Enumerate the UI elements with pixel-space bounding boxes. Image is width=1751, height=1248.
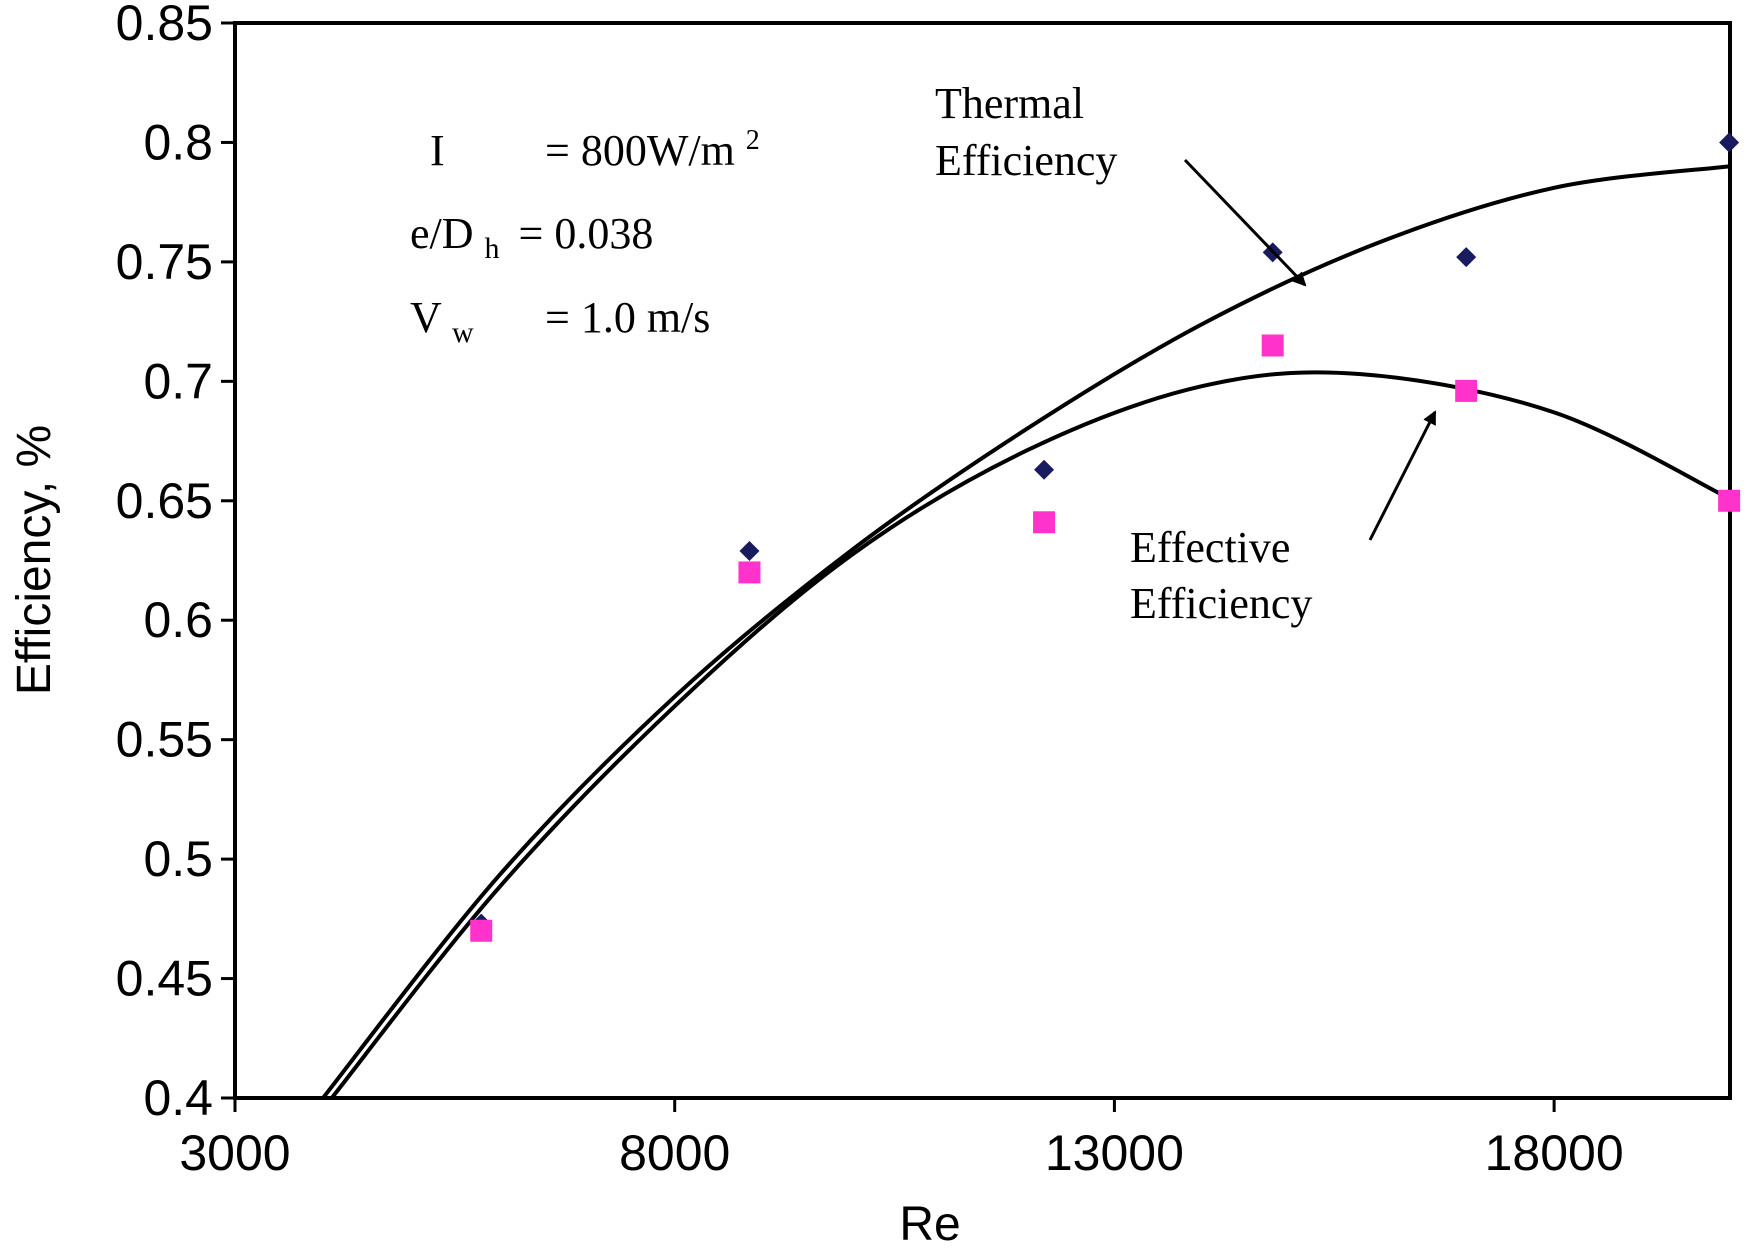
y-tick-label: 0.6 [143, 592, 213, 648]
thermal-efficiency-point [1034, 459, 1055, 480]
param-intensity: I = 800W/m 2 [430, 125, 760, 175]
y-tick-label: 0.5 [143, 831, 213, 887]
data-points [470, 132, 1741, 942]
plot-frame [233, 21, 1732, 1100]
y-tick-label: 0.4 [143, 1070, 213, 1126]
thermal-label-line1: Thermal [935, 79, 1084, 128]
thermal-efficiency-fit-curve [321, 164, 1730, 1100]
x-tick-label: 8000 [619, 1125, 730, 1181]
y-tick-label: 0.85 [116, 0, 213, 51]
y-tick-label: 0.45 [116, 951, 213, 1007]
y-tick-label: 0.7 [143, 353, 213, 409]
x-axis-ticks: 3000 8000 13000 18000 [179, 1098, 1624, 1181]
effective-efficiency-point [470, 919, 493, 942]
thermal-efficiency-point [1719, 132, 1740, 153]
x-tick-label: 3000 [179, 1125, 290, 1181]
effective-label-line1: Effective [1130, 523, 1290, 572]
effective-efficiency-point [1718, 489, 1741, 512]
x-axis-label: Re [899, 1198, 960, 1248]
thermal-label-line2: Efficiency [935, 136, 1117, 185]
y-axis-label: Efficiency, % [8, 425, 61, 695]
effective-efficiency-point [1033, 511, 1056, 534]
effective-efficiency-point [738, 561, 761, 584]
effective-efficiency-point [1455, 379, 1478, 402]
param-roughness: e/D h = 0.038 [410, 209, 653, 268]
effective-arrow [1368, 410, 1437, 541]
x-tick-label: 18000 [1485, 1125, 1624, 1181]
y-axis-ticks: 0.4 0.45 0.5 0.55 0.6 0.65 0.7 0.75 0.8 0.85 [116, 0, 235, 1126]
fit-curves [321, 164, 1731, 1100]
effective-label-line2: Efficiency [1130, 579, 1312, 628]
x-tick-label: 13000 [1045, 1125, 1184, 1181]
y-tick-label: 0.8 [143, 114, 213, 170]
thermal-arrow [1183, 158, 1307, 287]
y-tick-label: 0.65 [116, 473, 213, 529]
effective-efficiency-fit-curve [330, 370, 1731, 1100]
y-tick-label: 0.75 [116, 234, 213, 290]
param-wind-velocity: V w = 1.0 m/s [410, 293, 710, 352]
effective-efficiency-point [1261, 334, 1284, 357]
thermal-efficiency-point [1456, 247, 1477, 268]
y-tick-label: 0.55 [116, 712, 213, 768]
thermal-efficiency-point [739, 540, 760, 561]
